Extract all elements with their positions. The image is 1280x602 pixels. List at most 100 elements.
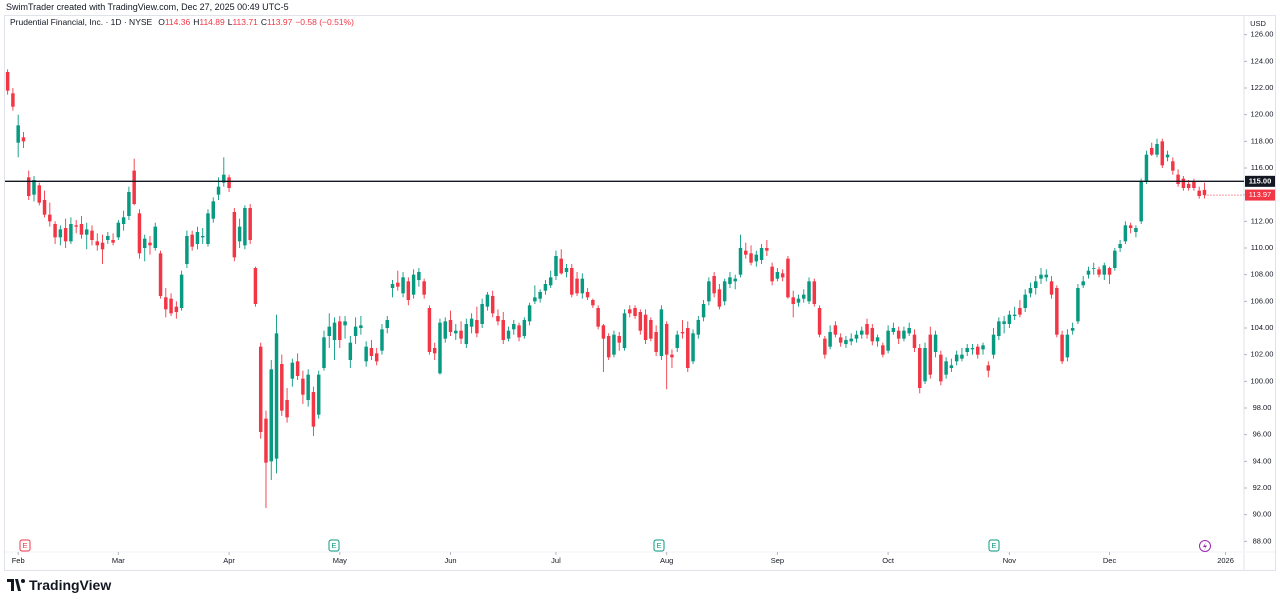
- candle-body: [100, 242, 105, 250]
- candle-body: [881, 345, 885, 355]
- candle-body: [1139, 181, 1143, 222]
- candle-body: [1065, 334, 1070, 358]
- candle-body: [153, 226, 158, 248]
- candle-body: [211, 201, 215, 219]
- brand-footer: TradingView: [7, 577, 111, 593]
- candle-body: [754, 254, 759, 262]
- symbol: Prudential Financial, Inc. · 1D · NYSE: [10, 17, 153, 27]
- candle-body: [454, 330, 458, 334]
- candle-body: [638, 312, 643, 331]
- earnings-label: E: [331, 541, 336, 550]
- candle-body: [1107, 268, 1112, 275]
- candle-body: [21, 137, 26, 142]
- candle-body: [517, 325, 521, 338]
- candle-body: [1197, 190, 1201, 196]
- candle-body: [164, 297, 168, 310]
- candle-body: [496, 316, 500, 322]
- candle-body: [142, 238, 147, 248]
- candle-body: [448, 320, 453, 332]
- candle-body: [74, 225, 78, 227]
- candle-body: [243, 208, 247, 246]
- candle-body: [970, 348, 975, 350]
- candle-body: [417, 272, 421, 280]
- y-tick-label: 112.00: [1251, 216, 1273, 225]
- candle-body: [79, 224, 84, 235]
- candle-body: [42, 200, 47, 215]
- candle-body: [928, 334, 933, 375]
- candle-body: [838, 337, 843, 343]
- candle-body: [701, 304, 706, 318]
- candle-body: [1202, 189, 1207, 196]
- candle-body: [1086, 270, 1091, 275]
- x-tick-label: May: [333, 556, 347, 565]
- candle-body: [1012, 314, 1017, 316]
- candle-body: [923, 348, 927, 382]
- x-tick-label: Oct: [882, 556, 895, 565]
- candle-body: [902, 330, 906, 339]
- candle-body: [786, 258, 790, 298]
- candle-body: [1044, 274, 1049, 278]
- candle-body: [111, 240, 115, 243]
- legend: Prudential Financial, Inc. · 1D · NYSE O1…: [10, 17, 354, 27]
- candle-body: [912, 334, 917, 348]
- candle-body: [564, 268, 569, 272]
- earnings-label: E: [991, 541, 996, 550]
- candle-body: [427, 308, 432, 352]
- candle-body: [1165, 154, 1170, 158]
- candle-body: [322, 337, 326, 368]
- candle-body: [538, 292, 542, 299]
- candle-body: [301, 378, 305, 395]
- candle-body: [1149, 148, 1154, 155]
- candle-body: [1134, 228, 1138, 232]
- candle-body: [53, 224, 57, 238]
- y-tick-label: 90.00: [1253, 510, 1272, 519]
- x-tick-label: Aug: [660, 556, 673, 565]
- candle-body: [675, 334, 679, 348]
- candle-body: [896, 330, 901, 339]
- candle-body: [823, 338, 827, 355]
- candle-body: [1028, 288, 1033, 294]
- candle-body: [232, 212, 237, 258]
- y-tick-label: 106.00: [1251, 296, 1274, 305]
- candle-body: [116, 222, 121, 238]
- candle-body: [37, 185, 42, 203]
- candle-body: [475, 320, 479, 334]
- candle-body: [844, 340, 848, 344]
- candle-body: [206, 213, 210, 244]
- candle-body: [1171, 161, 1175, 171]
- candle-body: [290, 362, 295, 379]
- candle-body: [95, 241, 100, 246]
- candle-body: [865, 324, 869, 335]
- x-tick-label: Jun: [444, 556, 456, 565]
- candle-body: [1186, 184, 1191, 188]
- x-tick-label: Feb: [12, 556, 25, 565]
- candle-body: [106, 236, 110, 240]
- x-tick-label: Apr: [223, 556, 235, 565]
- candle-body: [443, 321, 447, 339]
- candle-body: [1023, 294, 1027, 308]
- y-tick-label: 88.00: [1253, 536, 1272, 545]
- candle-body: [807, 281, 811, 302]
- candle-body: [548, 277, 553, 286]
- candle-body: [411, 274, 416, 295]
- candle-body: [533, 297, 537, 302]
- candle-body: [1002, 321, 1006, 324]
- candle-body: [459, 330, 463, 339]
- candle-body: [1176, 174, 1180, 184]
- candle-body: [986, 365, 991, 371]
- candle-body: [791, 297, 795, 304]
- candle-body: [1049, 281, 1054, 295]
- candle-body: [622, 313, 627, 348]
- dividend-marker: [1199, 540, 1211, 552]
- candle-body: [554, 256, 558, 276]
- candle-body: [316, 374, 321, 415]
- ohlc-key: C: [260, 17, 267, 27]
- candle-body: [5, 72, 10, 91]
- candle-body: [733, 278, 737, 282]
- event-markers: E E E E: [19, 539, 1211, 552]
- candle-body: [280, 364, 284, 411]
- candle-body: [628, 309, 632, 314]
- candle-body: [1039, 274, 1043, 279]
- candle-body: [90, 230, 94, 240]
- candle-body: [264, 418, 268, 463]
